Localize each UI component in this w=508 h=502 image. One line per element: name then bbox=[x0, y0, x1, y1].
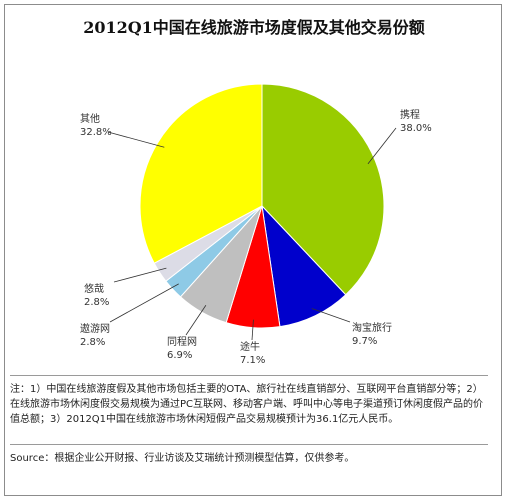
leader-line bbox=[113, 267, 167, 283]
slice-label: 其他 bbox=[80, 112, 100, 125]
leader-line bbox=[109, 283, 179, 323]
slice-label: 淘宝旅行 bbox=[352, 321, 392, 334]
slice-labels: 携程 38.0% 淘宝旅行 9.7% 途牛 7.1% 同程网 6.9% 遨游网 2.8% 悠哉 2.8… bbox=[80, 108, 432, 366]
pie-slice bbox=[261, 83, 385, 296]
divider-top bbox=[10, 375, 488, 376]
leader-line bbox=[107, 131, 165, 148]
slice-value-label: 2.8% bbox=[80, 337, 105, 348]
chart-title: 2012Q1中国在线旅游市场度假及其他交易份额 bbox=[83, 18, 425, 37]
slice-value-label: 32.8% bbox=[80, 127, 112, 138]
slice-value-label: 38.0% bbox=[400, 123, 432, 134]
pie-slices bbox=[139, 83, 385, 329]
leader-line bbox=[251, 319, 254, 341]
divider-bottom bbox=[10, 444, 488, 445]
slice-value-label: 6.9% bbox=[167, 350, 192, 361]
slice-label: 遨游网 bbox=[80, 322, 110, 335]
source-note: Source：根据企业公开财报、行业访谈及艾瑞统计预测模型估算，仅供参考。 bbox=[10, 453, 355, 464]
slice-label: 携程 bbox=[400, 108, 420, 121]
pie-slice bbox=[261, 204, 347, 328]
leader-line bbox=[185, 305, 207, 336]
pie-chart: 携程 38.0% 淘宝旅行 9.7% 途牛 7.1% 同程网 6.9% 遨游网 2.8% 悠哉 2.8… bbox=[80, 83, 432, 366]
slice-label: 途牛 bbox=[240, 340, 260, 353]
slice-value-label: 2.8% bbox=[84, 297, 109, 308]
leader-line bbox=[367, 127, 397, 165]
leader-lines bbox=[107, 127, 397, 341]
footnote: 注：1）中国在线旅游度假及其他市场包括主要的OTA、旅行社在线直销部分、互联网平… bbox=[10, 384, 484, 425]
slice-label: 悠哉 bbox=[84, 282, 104, 295]
slice-value-label: 9.7% bbox=[352, 336, 377, 347]
slice-label: 同程网 bbox=[167, 336, 197, 348]
pie-slice bbox=[139, 83, 263, 264]
slice-value-label: 7.1% bbox=[240, 355, 265, 366]
leader-line bbox=[311, 308, 351, 323]
